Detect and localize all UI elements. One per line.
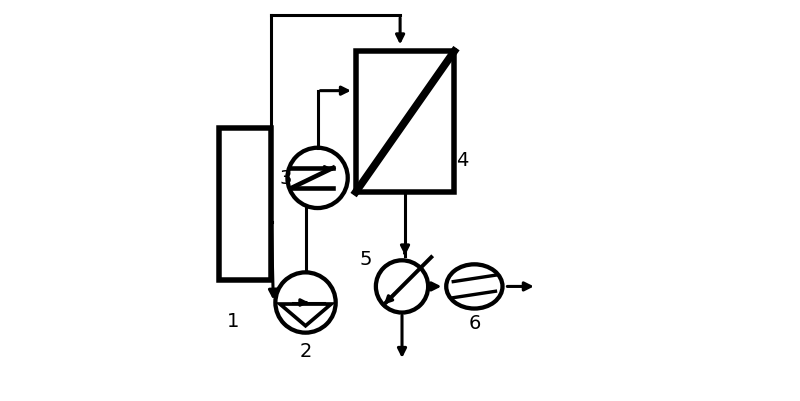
Text: 5: 5	[359, 249, 372, 268]
Circle shape	[287, 148, 348, 209]
Text: 4: 4	[456, 151, 469, 170]
Polygon shape	[280, 304, 331, 326]
Ellipse shape	[446, 265, 502, 309]
Circle shape	[376, 261, 428, 313]
Text: 1: 1	[227, 311, 239, 330]
Bar	[356, 52, 454, 192]
Circle shape	[275, 273, 336, 333]
Bar	[219, 128, 271, 281]
Text: 2: 2	[299, 341, 312, 360]
Text: 3: 3	[279, 169, 292, 188]
Text: 6: 6	[468, 313, 481, 332]
